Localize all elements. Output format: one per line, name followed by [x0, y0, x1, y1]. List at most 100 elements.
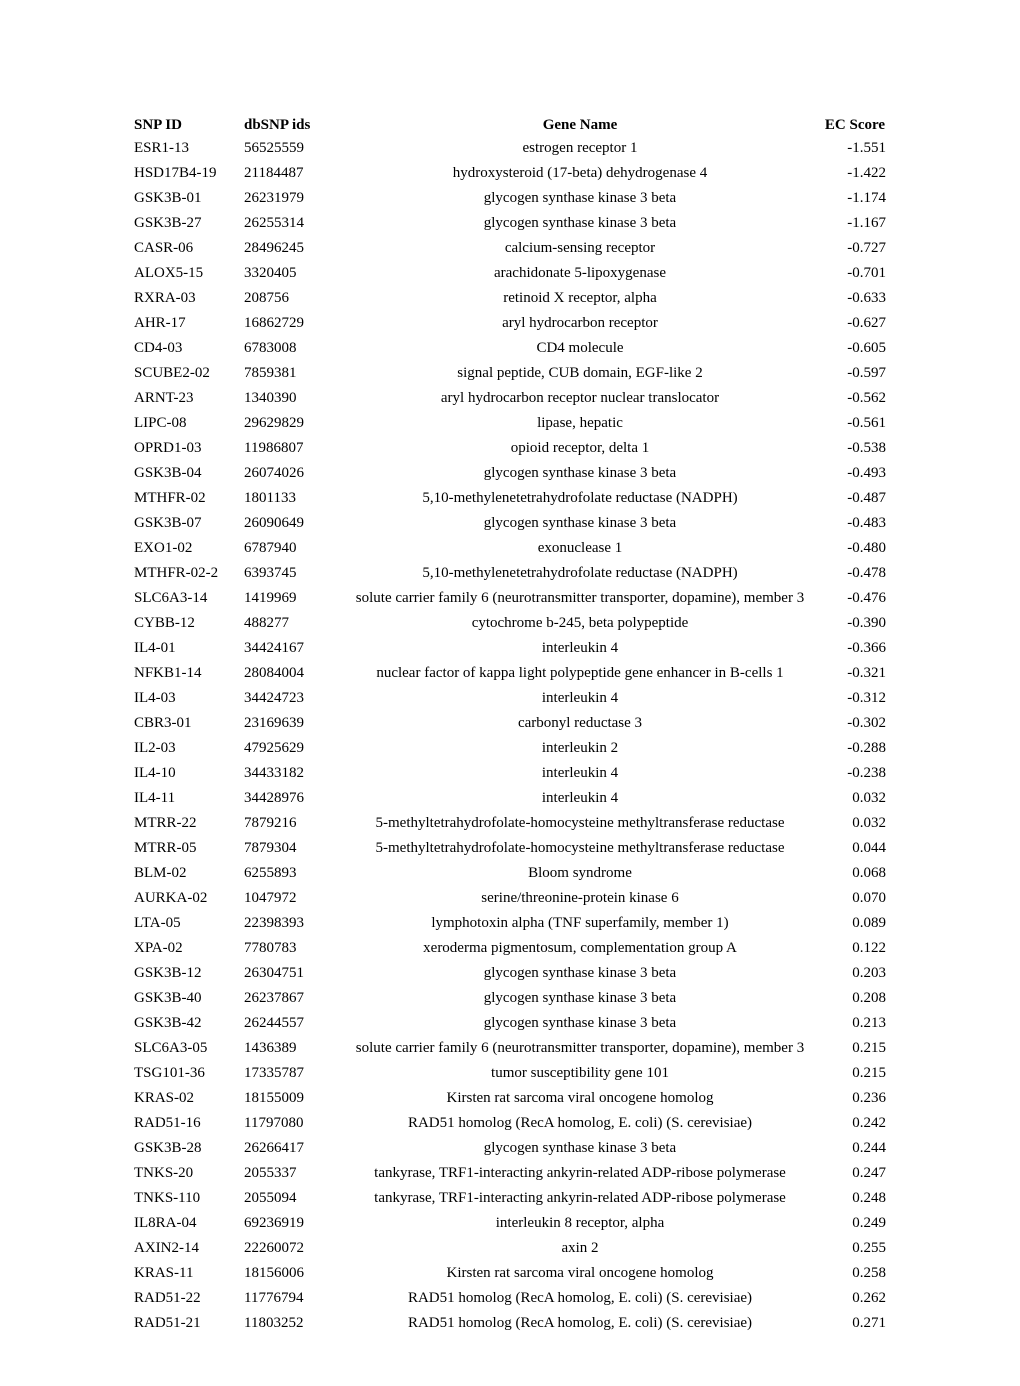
cell-dbsnp-id: 6393745	[240, 561, 340, 586]
cell-ec-score: 0.249	[820, 1211, 890, 1236]
cell-dbsnp-id: 16862729	[240, 311, 340, 336]
cell-gene-name: retinoid X receptor, alpha	[340, 286, 820, 311]
cell-ec-score: -0.483	[820, 511, 890, 536]
table-row: MTRR-0578793045-methyltetrahydrofolate-h…	[130, 836, 890, 861]
cell-snp-id: TNKS-20	[130, 1161, 240, 1186]
cell-snp-id: OPRD1-03	[130, 436, 240, 461]
cell-dbsnp-id: 7879304	[240, 836, 340, 861]
cell-ec-score: -1.174	[820, 186, 890, 211]
cell-snp-id: RAD51-21	[130, 1311, 240, 1336]
table-row: KRAS-1118156006Kirsten rat sarcoma viral…	[130, 1261, 890, 1286]
cell-gene-name: aryl hydrocarbon receptor nuclear transl…	[340, 386, 820, 411]
cell-snp-id: AHR-17	[130, 311, 240, 336]
table-row: IL4-0134424167interleukin 4-0.366	[130, 636, 890, 661]
cell-dbsnp-id: 11986807	[240, 436, 340, 461]
cell-ec-score: -0.727	[820, 236, 890, 261]
cell-gene-name: Bloom syndrome	[340, 861, 820, 886]
cell-dbsnp-id: 1047972	[240, 886, 340, 911]
cell-ec-score: 0.208	[820, 986, 890, 1011]
cell-snp-id: IL4-01	[130, 636, 240, 661]
cell-dbsnp-id: 34433182	[240, 761, 340, 786]
cell-snp-id: TNKS-110	[130, 1186, 240, 1211]
cell-ec-score: 0.044	[820, 836, 890, 861]
table-row: TSG101-3617335787tumor susceptibility ge…	[130, 1061, 890, 1086]
table-row: GSK3B-0126231979glycogen synthase kinase…	[130, 186, 890, 211]
cell-dbsnp-id: 1419969	[240, 586, 340, 611]
cell-gene-name: glycogen synthase kinase 3 beta	[340, 511, 820, 536]
cell-ec-score: 0.271	[820, 1311, 890, 1336]
table-row: IL2-0347925629interleukin 2-0.288	[130, 736, 890, 761]
table-row: TNKS-1102055094tankyrase, TRF1-interacti…	[130, 1186, 890, 1211]
table-row: AXIN2-1422260072axin 20.255	[130, 1236, 890, 1261]
cell-gene-name: hydroxysteroid (17-beta) dehydrogenase 4	[340, 161, 820, 186]
cell-gene-name: RAD51 homolog (RecA homolog, E. coli) (S…	[340, 1311, 820, 1336]
table-row: TNKS-202055337tankyrase, TRF1-interactin…	[130, 1161, 890, 1186]
cell-dbsnp-id: 17335787	[240, 1061, 340, 1086]
cell-ec-score: -0.288	[820, 736, 890, 761]
cell-gene-name: exonuclease 1	[340, 536, 820, 561]
cell-gene-name: glycogen synthase kinase 3 beta	[340, 186, 820, 211]
cell-snp-id: RXRA-03	[130, 286, 240, 311]
cell-ec-score: 0.242	[820, 1111, 890, 1136]
table-row: GSK3B-1226304751glycogen synthase kinase…	[130, 961, 890, 986]
header-gene-name: Gene Name	[340, 115, 820, 136]
header-dbsnp-ids: dbSNP ids	[240, 115, 340, 136]
cell-gene-name: RAD51 homolog (RecA homolog, E. coli) (S…	[340, 1286, 820, 1311]
cell-ec-score: -0.476	[820, 586, 890, 611]
table-row: BLM-026255893Bloom syndrome0.068	[130, 861, 890, 886]
cell-ec-score: -1.422	[820, 161, 890, 186]
cell-ec-score: -0.562	[820, 386, 890, 411]
cell-dbsnp-id: 69236919	[240, 1211, 340, 1236]
cell-ec-score: -0.321	[820, 661, 890, 686]
cell-gene-name: nuclear factor of kappa light polypeptid…	[340, 661, 820, 686]
cell-snp-id: SLC6A3-14	[130, 586, 240, 611]
cell-ec-score: -0.538	[820, 436, 890, 461]
table-row: CD4-036783008CD4 molecule-0.605	[130, 336, 890, 361]
cell-dbsnp-id: 26074026	[240, 461, 340, 486]
cell-gene-name: lymphotoxin alpha (TNF superfamily, memb…	[340, 911, 820, 936]
table-row: SCUBE2-027859381signal peptide, CUB doma…	[130, 361, 890, 386]
cell-snp-id: RAD51-16	[130, 1111, 240, 1136]
cell-snp-id: GSK3B-01	[130, 186, 240, 211]
cell-gene-name: aryl hydrocarbon receptor	[340, 311, 820, 336]
cell-dbsnp-id: 6255893	[240, 861, 340, 886]
cell-dbsnp-id: 23169639	[240, 711, 340, 736]
cell-ec-score: 0.070	[820, 886, 890, 911]
cell-dbsnp-id: 1340390	[240, 386, 340, 411]
table-row: KRAS-0218155009Kirsten rat sarcoma viral…	[130, 1086, 890, 1111]
cell-ec-score: 0.203	[820, 961, 890, 986]
table-row: IL4-1134428976interleukin 40.032	[130, 786, 890, 811]
table-row: LTA-0522398393lymphotoxin alpha (TNF sup…	[130, 911, 890, 936]
cell-ec-score: -0.627	[820, 311, 890, 336]
cell-gene-name: glycogen synthase kinase 3 beta	[340, 1011, 820, 1036]
table-row: LIPC-0829629829lipase, hepatic-0.561	[130, 411, 890, 436]
cell-dbsnp-id: 6783008	[240, 336, 340, 361]
cell-ec-score: -0.302	[820, 711, 890, 736]
cell-gene-name: Kirsten rat sarcoma viral oncogene homol…	[340, 1086, 820, 1111]
table-row: IL8RA-0469236919interleukin 8 receptor, …	[130, 1211, 890, 1236]
cell-gene-name: 5-methyltetrahydrofolate-homocysteine me…	[340, 811, 820, 836]
cell-snp-id: CBR3-01	[130, 711, 240, 736]
table-row: CBR3-0123169639carbonyl reductase 3-0.30…	[130, 711, 890, 736]
cell-ec-score: -0.487	[820, 486, 890, 511]
table-row: GSK3B-4226244557glycogen synthase kinase…	[130, 1011, 890, 1036]
cell-snp-id: GSK3B-27	[130, 211, 240, 236]
cell-ec-score: -0.701	[820, 261, 890, 286]
cell-snp-id: EXO1-02	[130, 536, 240, 561]
cell-ec-score: 0.215	[820, 1036, 890, 1061]
cell-dbsnp-id: 34424167	[240, 636, 340, 661]
table-row: MTHFR-02-263937455,10-methylenetetrahydr…	[130, 561, 890, 586]
cell-ec-score: -0.605	[820, 336, 890, 361]
cell-snp-id: IL4-03	[130, 686, 240, 711]
cell-gene-name: interleukin 4	[340, 761, 820, 786]
cell-gene-name: 5-methyltetrahydrofolate-homocysteine me…	[340, 836, 820, 861]
cell-snp-id: XPA-02	[130, 936, 240, 961]
table-row: GSK3B-0426074026glycogen synthase kinase…	[130, 461, 890, 486]
cell-snp-id: CASR-06	[130, 236, 240, 261]
cell-gene-name: tankyrase, TRF1-interacting ankyrin-rela…	[340, 1161, 820, 1186]
cell-snp-id: TSG101-36	[130, 1061, 240, 1086]
cell-dbsnp-id: 11776794	[240, 1286, 340, 1311]
cell-ec-score: -0.633	[820, 286, 890, 311]
cell-snp-id: LIPC-08	[130, 411, 240, 436]
table-row: EXO1-026787940exonuclease 1-0.480	[130, 536, 890, 561]
